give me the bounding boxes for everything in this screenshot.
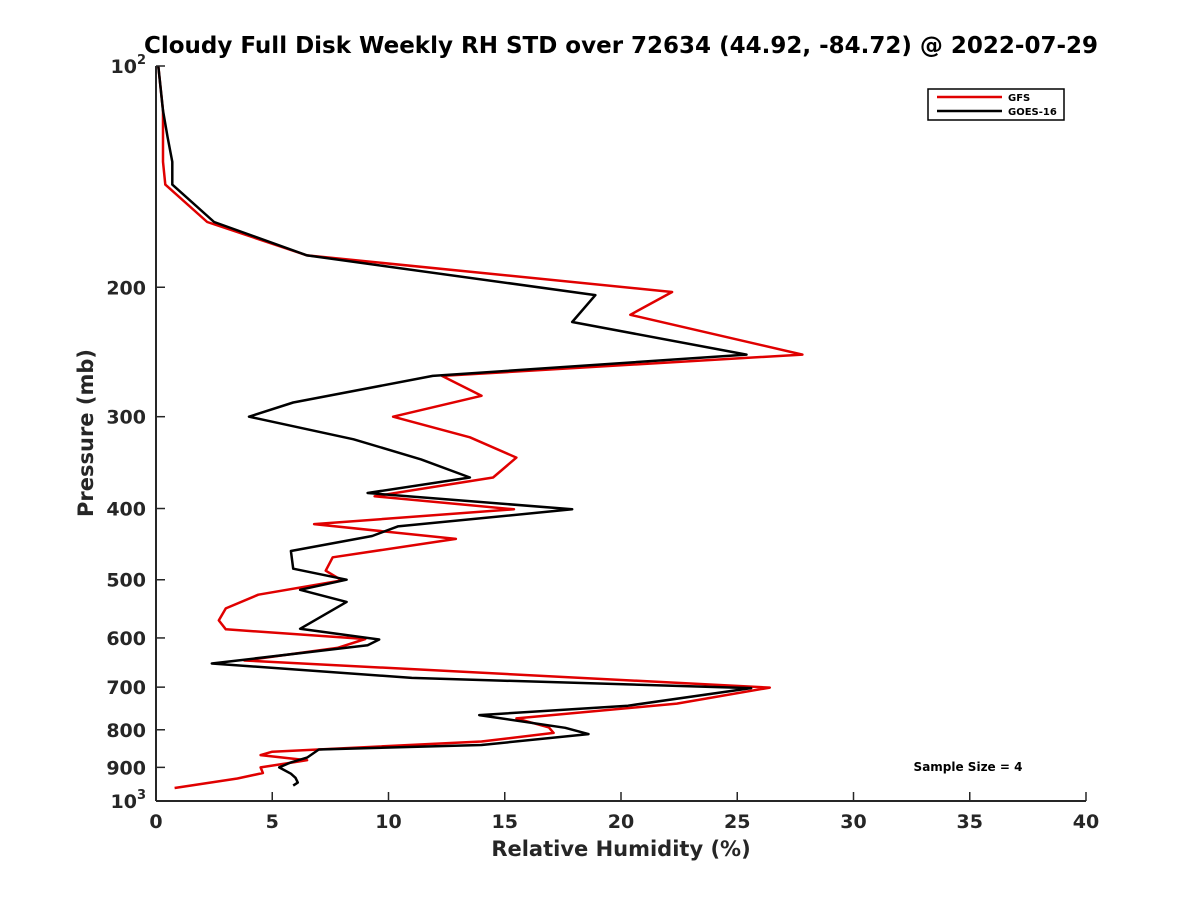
legend-box [927, 88, 1065, 121]
y-tick-label: 800 [106, 720, 146, 742]
y-tick-label: 900 [106, 757, 146, 779]
x-tick-label: 20 [608, 811, 634, 833]
y-tick-label: 102 [111, 53, 147, 78]
series-layer [157, 65, 804, 790]
series-line-goes16 [157, 65, 753, 787]
x-tick-label: 15 [492, 811, 518, 833]
x-tick-label: 35 [957, 811, 983, 833]
x-tick-label: 30 [840, 811, 866, 833]
x-tick-label: 10 [375, 811, 401, 833]
x-tick-label: 25 [724, 811, 750, 833]
axes-layer: 0 5 10 15 20 25 30 35 40 102 200 300 400 500 600 700 800… [106, 53, 1099, 833]
y-tick-label: 200 [106, 277, 146, 299]
y-axis-label: Pressure (mb) [74, 349, 98, 517]
legend-label-gfs: GFS [1008, 93, 1030, 104]
y-tick-label: 103 [111, 788, 147, 813]
chart-title: Cloudy Full Disk Weekly RH STD over 7263… [144, 33, 1098, 59]
y-tick-label: 700 [106, 677, 146, 699]
x-axis-label: Relative Humidity (%) [491, 837, 750, 861]
y-tick-label: 300 [106, 407, 146, 429]
plot-frame [156, 66, 1086, 801]
y-tick-label: 500 [106, 570, 146, 592]
legend: GFS GOES-16 [927, 88, 1065, 121]
y-tick-label: 600 [106, 628, 146, 650]
legend-label-goes16: GOES-16 [1008, 107, 1057, 118]
y-tick-label: 400 [106, 499, 146, 521]
x-tick-label: 40 [1073, 811, 1099, 833]
x-tick-label: 5 [266, 811, 279, 833]
x-tick-label: 0 [149, 811, 162, 833]
series-line-gfs [157, 65, 804, 790]
sample-size-annotation: Sample Size = 4 [914, 760, 1023, 774]
